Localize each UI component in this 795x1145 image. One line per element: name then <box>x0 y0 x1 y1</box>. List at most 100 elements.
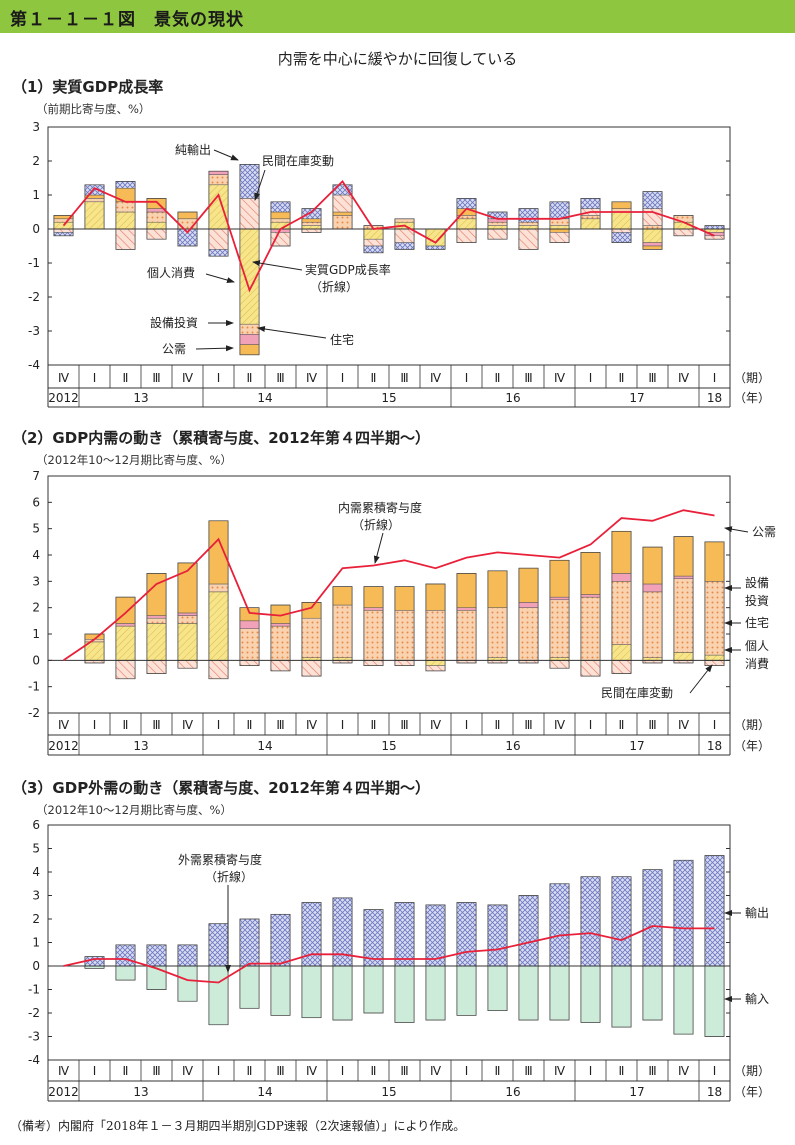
x-tick-label: Ⅲ <box>152 718 160 732</box>
x-tick-label: Ⅱ <box>247 718 253 732</box>
y-tick-label: 3 <box>32 889 40 903</box>
bar-net_exports <box>611 232 632 243</box>
bar-exports <box>549 883 570 967</box>
x-tick-label: Ⅳ <box>182 1064 193 1078</box>
bar-public <box>518 567 539 603</box>
year-unit-label: （年） <box>734 739 770 753</box>
bar-inventory <box>239 198 260 230</box>
x-tick-label: Ⅳ <box>554 1064 565 1078</box>
bar-public <box>673 536 694 577</box>
bar-imports <box>332 965 353 1021</box>
bar-capex <box>239 628 260 661</box>
bar-public <box>146 573 167 616</box>
year-label: 16 <box>505 739 520 753</box>
annotation-arrow <box>195 345 234 352</box>
year-label: 15 <box>381 391 396 405</box>
bar-inventory <box>208 660 229 680</box>
footnote: （備考）内閣府「2018年１－３月期四半期別GDP速報（2次速報値）」により作成… <box>10 1119 466 1133</box>
bar-net_exports <box>580 198 601 209</box>
bar-capex <box>394 218 415 223</box>
year-label: 13 <box>133 391 148 405</box>
label-domestic-line-2: （折線） <box>352 517 400 532</box>
x-tick-label: Ⅰ <box>465 718 469 732</box>
bar-private_consumption <box>642 228 663 243</box>
bar-capex <box>518 607 539 661</box>
y-tick-label: -4 <box>28 358 40 372</box>
label-housing: 住宅 <box>330 332 354 347</box>
y-tick-label: 4 <box>32 865 40 879</box>
bar-housing <box>642 242 663 247</box>
bar-capex <box>146 617 167 624</box>
bar-exports <box>177 944 198 967</box>
label-consumption-2: 個人 <box>745 639 769 653</box>
x-tick-label: Ⅰ <box>93 1064 97 1078</box>
bar-private_consumption <box>146 623 167 661</box>
y-tick-label: 1 <box>32 627 40 641</box>
bar-private_consumption <box>363 228 384 240</box>
y-tick-label: 1 <box>32 188 40 202</box>
x-tick-label: Ⅲ <box>152 1064 160 1078</box>
bar-imports <box>146 965 167 990</box>
bar-net_exports <box>487 211 508 220</box>
bar-capex <box>115 201 136 213</box>
bar-exports <box>208 923 229 967</box>
year-label: 18 <box>707 1085 722 1099</box>
panel2-unit: （2012年10～12月期比寄与度、%） <box>36 453 232 467</box>
x-tick-label: Ⅳ <box>430 718 441 732</box>
bar-inventory <box>208 228 229 250</box>
bar-capex <box>549 218 570 226</box>
bar-capex <box>642 591 663 658</box>
bar-inventory <box>146 228 167 240</box>
x-tick-label: Ⅲ <box>276 718 284 732</box>
bar-net_exports <box>425 245 446 250</box>
bar-housing <box>208 170 229 175</box>
bar-public <box>208 520 229 585</box>
x-tick-label: Ⅰ <box>341 718 345 732</box>
bar-imports <box>487 965 508 1011</box>
panel1-title: （1）実質GDP成長率 <box>12 78 164 96</box>
x-tick-label: Ⅳ <box>678 718 689 732</box>
bar-public <box>642 546 663 585</box>
bar-inventory <box>146 660 167 674</box>
x-tick-label: Ⅱ <box>371 371 377 385</box>
bar-private_consumption <box>611 644 632 661</box>
y-tick-label: 5 <box>32 522 40 536</box>
bar-capex <box>332 604 353 658</box>
bar-imports <box>456 965 477 1016</box>
figure-header-bar: 第１－１－１図 景気の現状 <box>0 0 795 33</box>
bar-net_exports <box>270 201 291 213</box>
bar-net_exports <box>84 184 105 196</box>
x-tick-label: Ⅱ <box>247 1064 253 1078</box>
bar-capex <box>673 578 694 653</box>
year-label: 17 <box>629 391 644 405</box>
chart-panel-1: -4 -3 -2 -1 0 1 2 3 Ⅳ Ⅰ Ⅱ Ⅲ Ⅳ Ⅰ Ⅱ Ⅲ Ⅳ Ⅰ Ⅱ Ⅲ Ⅳ Ⅰ Ⅱ Ⅲ Ⅳ Ⅰ Ⅱ Ⅲ Ⅳ Ⅰ 2012 13… <box>28 120 770 408</box>
bar-capex <box>208 174 229 186</box>
x-tick-label: Ⅱ <box>123 371 129 385</box>
bar-inventory <box>704 235 725 240</box>
annotation-arrow <box>689 664 713 694</box>
x-tick-label: Ⅰ <box>93 371 97 385</box>
bar-exports <box>456 902 477 967</box>
label-public: 公需 <box>162 342 186 356</box>
bar-capex <box>270 625 291 661</box>
year-label: 2012 <box>48 1085 79 1099</box>
series-line <box>63 925 715 984</box>
bar-imports <box>239 965 260 1009</box>
bar-private_consumption <box>208 591 229 661</box>
bar-capex <box>456 610 477 661</box>
bar-inventory <box>456 228 477 243</box>
bar-capex <box>425 610 446 661</box>
x-tick-label: Ⅲ <box>524 1064 532 1078</box>
bar-imports <box>611 965 632 1028</box>
x-tick-label: Ⅳ <box>58 718 69 732</box>
year-label: 16 <box>505 391 520 405</box>
bar-net_exports <box>301 208 322 220</box>
x-tick-label: Ⅱ <box>495 1064 501 1078</box>
bar-exports <box>580 876 601 967</box>
x-tick-label: Ⅰ <box>713 371 717 385</box>
bar-capex <box>363 610 384 661</box>
bar-imports <box>704 965 725 1037</box>
bar-capex <box>332 215 353 230</box>
bar-public <box>642 245 663 250</box>
bar-housing <box>146 615 167 619</box>
